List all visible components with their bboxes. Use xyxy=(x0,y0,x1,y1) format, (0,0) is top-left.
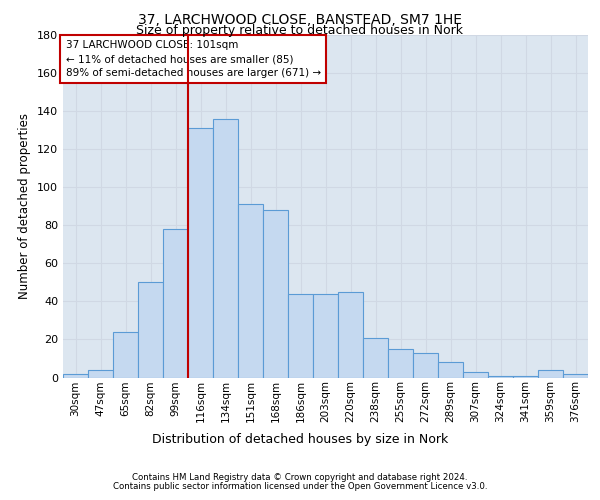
Text: Distribution of detached houses by size in Nork: Distribution of detached houses by size … xyxy=(152,432,448,446)
Bar xyxy=(338,292,363,378)
Bar xyxy=(513,376,538,378)
Bar xyxy=(388,349,413,378)
Bar xyxy=(113,332,138,378)
Text: Contains HM Land Registry data © Crown copyright and database right 2024.: Contains HM Land Registry data © Crown c… xyxy=(132,472,468,482)
Bar xyxy=(88,370,113,378)
Bar xyxy=(438,362,463,378)
Text: 37, LARCHWOOD CLOSE, BANSTEAD, SM7 1HE: 37, LARCHWOOD CLOSE, BANSTEAD, SM7 1HE xyxy=(138,12,462,26)
Bar xyxy=(213,118,238,378)
Bar xyxy=(188,128,213,378)
Bar xyxy=(288,294,313,378)
Bar xyxy=(488,376,513,378)
Bar xyxy=(313,294,338,378)
Bar xyxy=(263,210,288,378)
Bar xyxy=(63,374,88,378)
Bar xyxy=(563,374,588,378)
Bar xyxy=(138,282,163,378)
Text: Size of property relative to detached houses in Nork: Size of property relative to detached ho… xyxy=(137,24,464,37)
Bar xyxy=(238,204,263,378)
Bar xyxy=(463,372,488,378)
Bar xyxy=(538,370,563,378)
Text: 37 LARCHWOOD CLOSE: 101sqm
← 11% of detached houses are smaller (85)
89% of semi: 37 LARCHWOOD CLOSE: 101sqm ← 11% of deta… xyxy=(65,40,321,78)
Text: Contains public sector information licensed under the Open Government Licence v3: Contains public sector information licen… xyxy=(113,482,487,491)
Bar xyxy=(163,229,188,378)
Bar xyxy=(413,353,438,378)
Bar xyxy=(363,338,388,378)
Y-axis label: Number of detached properties: Number of detached properties xyxy=(19,114,31,299)
